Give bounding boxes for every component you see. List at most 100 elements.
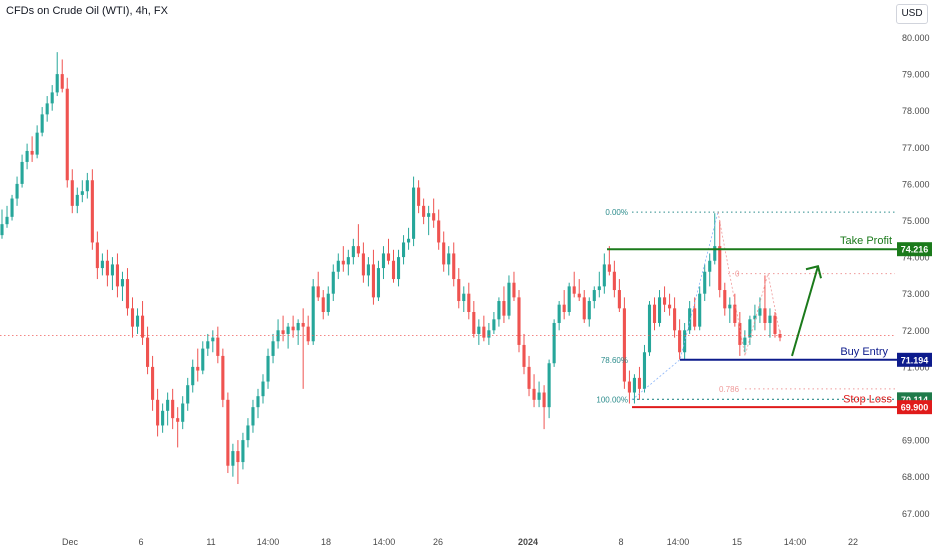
candle-body [125, 279, 130, 309]
candle-body [557, 304, 561, 323]
candle-body [281, 330, 285, 334]
candle-body [0, 224, 4, 236]
candle-body [773, 315, 777, 334]
y-tick-label: 72.000 [902, 326, 930, 336]
candle-body [612, 271, 616, 291]
candle-body [713, 246, 717, 261]
candle-body [422, 205, 426, 217]
y-tick-label: 69.000 [902, 436, 930, 446]
candle-body [507, 282, 511, 316]
x-tick-label: 26 [433, 537, 443, 547]
candle-body [597, 286, 601, 291]
candle-body [472, 312, 476, 334]
candle-body [517, 297, 521, 345]
candle-body [151, 366, 155, 400]
candle-body [25, 150, 29, 162]
inner-fib-786-label: 0.786 [719, 385, 740, 394]
candle-body [301, 322, 305, 327]
candle-body [602, 264, 606, 287]
candle-body [95, 242, 99, 269]
x-tick-label: 18 [321, 537, 331, 547]
candle-body [296, 322, 300, 331]
buy-entry-tag-text: 71.194 [901, 355, 929, 365]
y-tick-label: 71.000 [902, 362, 930, 372]
candle-body [231, 451, 235, 466]
candle-body [251, 407, 255, 426]
candle-body [452, 253, 456, 280]
take-profit-tag-text: 74.216 [901, 245, 929, 255]
candle-body [120, 279, 125, 287]
y-tick-label: 77.000 [902, 143, 930, 153]
candle-body [552, 322, 556, 364]
candles [0, 52, 782, 485]
candle-body [206, 341, 210, 349]
candle-body [276, 330, 280, 342]
currency-button[interactable]: USD [896, 4, 928, 24]
candle-body [738, 322, 742, 345]
candle-body [266, 355, 270, 382]
y-tick-label: 74.000 [902, 253, 930, 263]
candle-body [211, 337, 215, 342]
candle-body [316, 286, 320, 298]
candle-body [492, 319, 496, 331]
x-tick-label: 14:00 [257, 537, 280, 547]
candle-body [166, 399, 170, 411]
candle-body [748, 319, 752, 338]
candle-body [256, 396, 260, 408]
candle-body [412, 187, 416, 239]
candle-body [105, 260, 109, 276]
stop-loss-tag-box [897, 400, 932, 415]
candle-body [522, 344, 526, 367]
candle-body [291, 326, 295, 331]
candle-body [336, 260, 340, 272]
candle-body [417, 187, 421, 206]
x-tick-label: 6 [138, 537, 143, 547]
target-arrow-line [791, 265, 819, 357]
candle-body [647, 304, 652, 353]
candle-body [477, 326, 481, 334]
candle-body [386, 253, 391, 261]
x-tick-label: 22 [848, 537, 858, 547]
candle-body [20, 161, 24, 184]
candle-body [617, 290, 621, 309]
candle-body [457, 279, 461, 302]
candle-body [401, 242, 406, 258]
candle-body [221, 355, 225, 400]
candle-body [341, 260, 345, 265]
candle-body [135, 315, 140, 327]
candle-body [432, 213, 436, 221]
y-tick-label: 75.000 [902, 216, 930, 226]
candle-body [85, 180, 89, 192]
candle-body [376, 268, 381, 298]
candle-body [246, 425, 250, 441]
candle-body [437, 220, 441, 243]
stop-loss-tag-text: 69.900 [901, 403, 929, 413]
candle-body [577, 293, 581, 298]
candle-body [201, 348, 205, 371]
candle-body [35, 132, 39, 155]
candle-body [80, 191, 84, 195]
candle-body [502, 301, 506, 316]
y-tick-label: 67.000 [902, 509, 930, 519]
candle-body [75, 194, 79, 206]
y-tick-label: 73.000 [902, 289, 930, 299]
y-tick-label: 80.000 [902, 33, 930, 43]
x-tick-label: 15 [732, 537, 742, 547]
candle-body [427, 213, 431, 217]
candle-body [587, 301, 591, 320]
candle-body [567, 286, 571, 312]
fib-786-label: 78.60% [601, 356, 628, 365]
candle-body [482, 326, 486, 338]
candle-body [743, 337, 747, 345]
candle-body [55, 74, 59, 93]
candle-body [331, 271, 335, 294]
candle-body [673, 308, 677, 331]
candle-body [622, 308, 626, 382]
candle-body [723, 290, 727, 309]
candle-body [161, 410, 165, 426]
candle-body [728, 304, 732, 309]
candle-body [632, 377, 636, 393]
candle-body [642, 352, 647, 389]
candle-body [733, 304, 737, 323]
